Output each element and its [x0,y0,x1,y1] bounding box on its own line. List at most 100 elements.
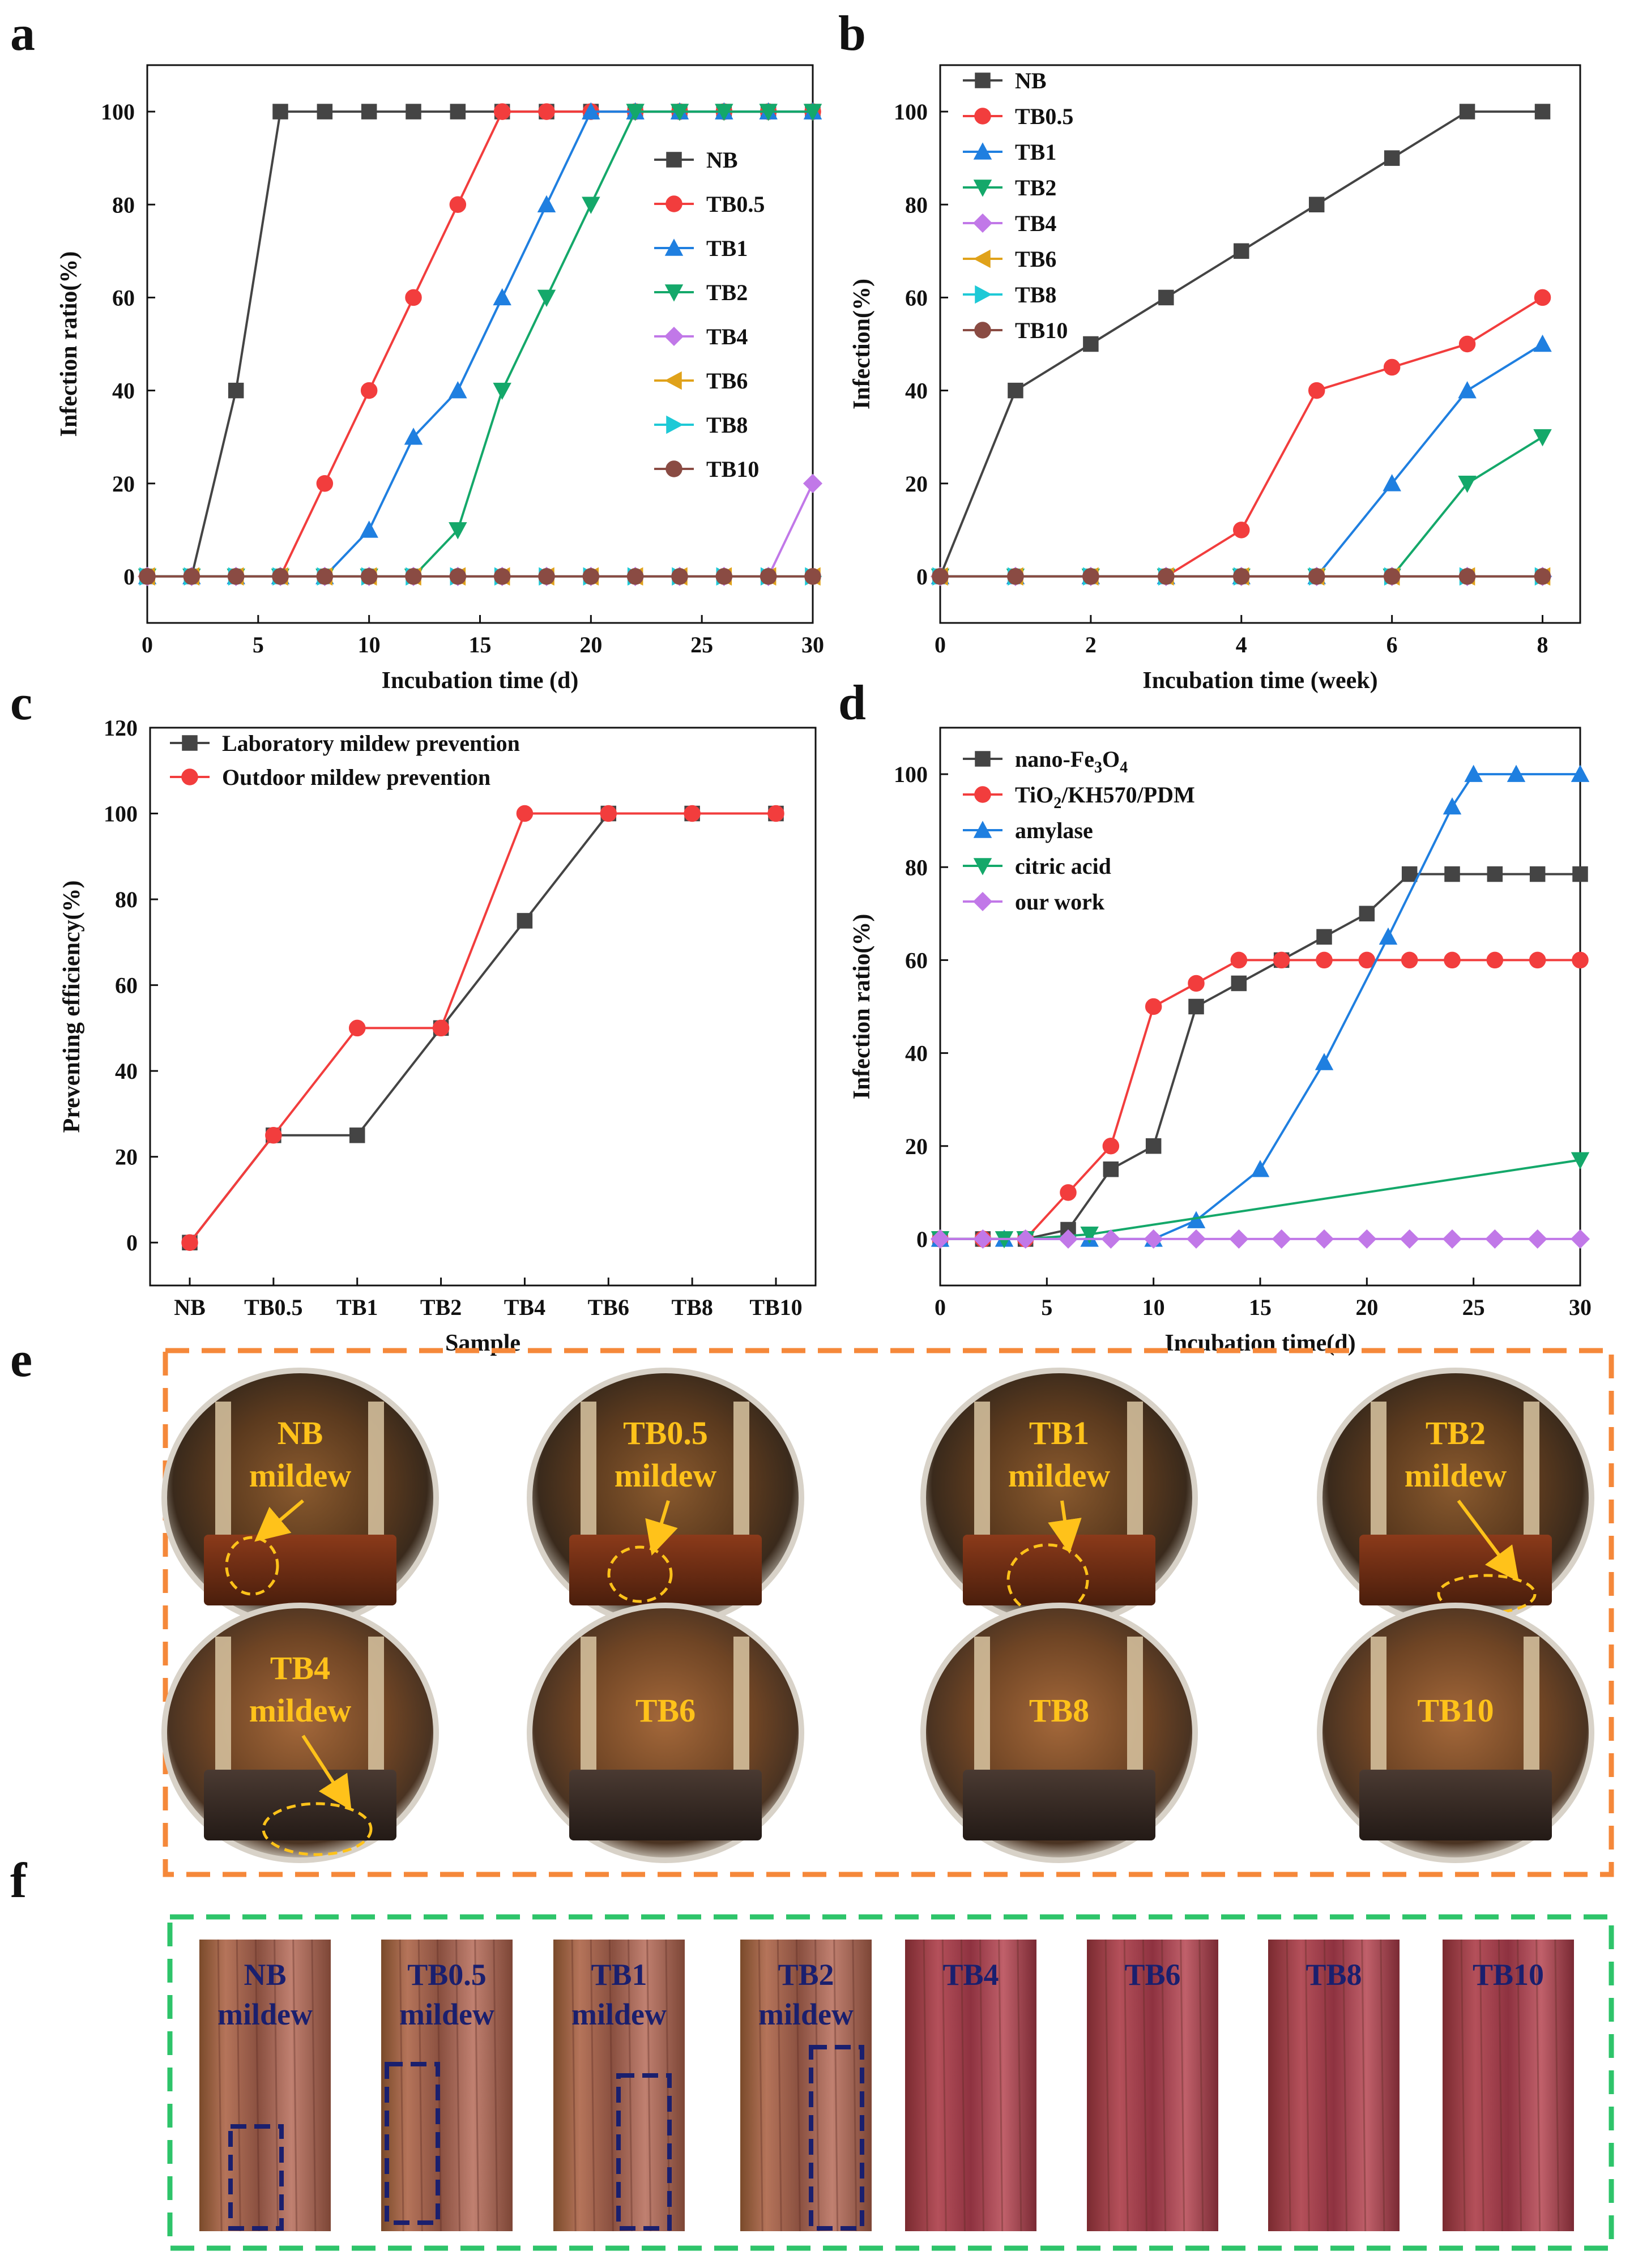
legend-label: NB [1015,68,1047,93]
x-axis-label: Incubation time (week) [1142,668,1377,694]
mildew-label: mildew [249,1457,352,1494]
data-point-our work [1229,1229,1249,1249]
petri-dish-TB2: TB2 mildew [1317,1368,1594,1628]
dish-label: TB6 [635,1692,696,1729]
wood-grain [1498,1939,1503,2232]
panel-letter-d: d [838,676,866,731]
x-tick-label: 30 [1569,1295,1592,1320]
legend-label: nano-Fe3O4 [1015,746,1128,776]
legend-label: Laboratory mildew prevention [222,731,520,756]
data-point-our work [1272,1229,1291,1249]
glass-rod [733,1402,749,1537]
y-tick-label: 60 [905,285,928,310]
data-point [517,913,533,929]
data-point-TB2 [715,104,733,121]
data-point [684,805,701,822]
glass-rod [1371,1402,1386,1537]
data-point-TB10 [405,568,422,585]
wood-grain [417,1939,423,2232]
wood-grain [1460,1939,1466,2232]
wood-grain [1161,1939,1167,2232]
data-point-TB0.5 [1308,382,1325,399]
petri-dish-TB8: TB8 [920,1603,1198,1863]
data-point-nano-Fe3O4 [1487,866,1503,882]
legend-label: amylase [1015,818,1093,843]
data-point-our work [1101,1229,1121,1249]
panel-letter-b: b [838,6,866,61]
data-point-NB [228,382,244,399]
data-point-TB0.5 [1233,522,1250,539]
data-point-TB0.5 [538,103,555,120]
wood-strip-NB: NB mildew [199,1939,331,2232]
wood-grain [795,1939,801,2232]
wood-grain [474,1939,480,2232]
legend-label-part: 3 [1094,759,1102,776]
glass-rod [368,1402,384,1537]
wood-strip [905,1940,1036,2231]
wood-grain [1198,1939,1204,2232]
wood-block [963,1770,1155,1840]
data-point-TB2 [493,382,511,400]
wood-strip-TB4: TB4 [905,1939,1036,2232]
strip-label: TB1 [591,1958,647,1992]
legend-label-part: TiO [1015,782,1053,808]
x-tick-label: 2 [1085,632,1097,657]
x-tick-label: 0 [935,632,946,657]
dish-label: TB1 [1029,1415,1089,1451]
mildew-region-box [616,2073,672,2231]
legend-marker [973,142,992,160]
wood-grain [923,1939,928,2232]
data-point-our work [1016,1229,1035,1249]
legend-label: Outdoor mildew prevention [222,764,490,790]
legend-marker [181,768,198,785]
y-axis-label: Infection(%) [849,279,875,409]
data-point-TB0.5 [1383,358,1401,376]
legend-marker [182,735,198,751]
data-point-our work [1570,1229,1590,1249]
glass-rod [974,1402,990,1537]
x-tick-label: 20 [1355,1295,1378,1320]
legend-label: NB [706,147,738,173]
y-tick-label: 20 [905,471,928,497]
data-point [349,1127,365,1143]
legend-label-part: 4 [1120,759,1128,776]
y-tick-label: 60 [905,947,928,973]
legend-label: TB10 [706,456,759,482]
legend: Laboratory mildew prevention Outdoor mild… [170,731,520,790]
data-point-our work [1528,1229,1547,1249]
strip-label: TB0.5 [407,1958,487,1992]
glass-rod [215,1402,231,1537]
mildew-label: mildew [1008,1457,1111,1494]
wood-grain [941,1939,947,2232]
glass-rod [581,1637,596,1772]
wood-grain [646,1939,652,2232]
legend-label: TB4 [706,324,748,349]
series-1 [181,805,784,1251]
panel-letter-c: c [10,676,32,731]
data-point-TB1 [537,195,556,212]
glass-rod [215,1637,231,1772]
data-point-citric acid [1080,1226,1099,1244]
wood-grain [1361,1939,1367,2232]
plot-frame [149,727,817,1287]
y-tick-label: 80 [115,887,138,912]
wood-grain [1304,1939,1310,2232]
data-point-TiO2/KH570/PDM [1060,1184,1077,1201]
mildew-label: mildew [217,1997,313,2031]
dish-label: TB4 [270,1650,330,1686]
legend-marker [972,891,993,912]
legend-marker [666,152,682,168]
data-point-TiO2/KH570/PDM [1358,951,1376,969]
y-axis-label: Infection ratio(%) [849,914,875,1100]
dish-label: NB [278,1415,323,1451]
data-point [600,805,617,822]
wood-grain [590,1939,595,2232]
wood-strip-TB6: TB6 [1087,1939,1218,2232]
glass-rod [581,1402,596,1537]
x-tick-label: TB1 [336,1295,378,1320]
y-tick-label: 40 [112,378,135,404]
data-point [432,1019,450,1037]
glass-rod [974,1637,990,1772]
data-point-nano-Fe3O4 [1188,998,1204,1015]
